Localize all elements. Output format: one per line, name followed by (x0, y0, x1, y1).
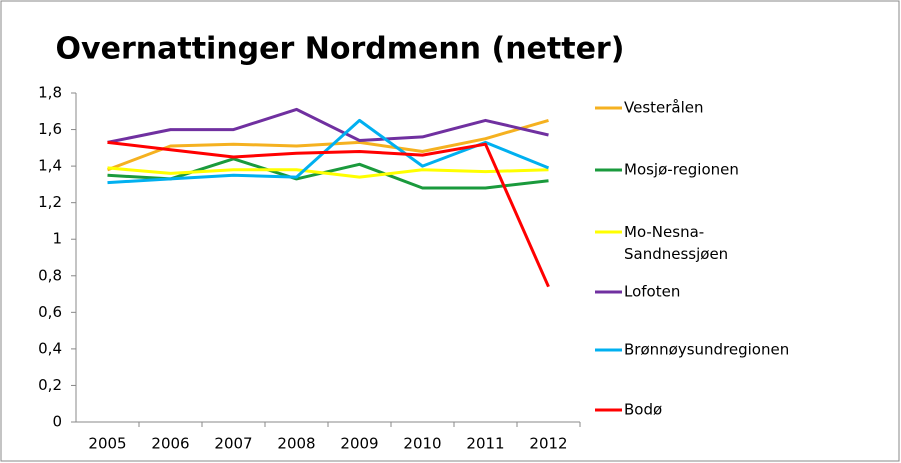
chart-title: Overnattinger Nordmenn (netter) (56, 32, 625, 67)
y-tick-label: 1,4 (38, 157, 62, 175)
x-tick-label: 2008 (277, 435, 315, 453)
series-line (107, 157, 549, 190)
x-tick-label: 2011 (466, 435, 504, 453)
x-tick-label: 2006 (151, 435, 189, 453)
y-tick-label: 0,4 (38, 339, 62, 357)
x-tick-label: 2010 (403, 435, 441, 453)
y-tick-label: 0 (52, 413, 62, 431)
y-tick-label: 0,8 (38, 266, 62, 284)
y-tick-label: 1 (52, 230, 62, 248)
series-line (107, 140, 550, 288)
x-tick-label: 2007 (214, 435, 252, 453)
legend-label: Bodø (624, 401, 662, 419)
legend-label: Vesterålen (624, 99, 704, 117)
y-tick-label: 1,2 (38, 193, 62, 211)
x-tick-label: 2009 (340, 435, 378, 453)
legend-label: Lofoten (624, 283, 680, 301)
series-line (106, 118, 549, 172)
y-tick-label: 1,6 (38, 120, 62, 138)
legend-label: Brønnøysundregionen (624, 341, 789, 359)
x-tick-label: 2005 (88, 435, 126, 453)
y-tick-label: 0,6 (38, 303, 62, 321)
series-line (107, 107, 549, 144)
y-tick-label: 0,2 (38, 376, 62, 394)
series-line (107, 166, 549, 179)
x-tick-label: 2012 (529, 435, 567, 453)
legend-label: Mo-Nesna-Sandnessjøen (624, 223, 728, 263)
y-tick-label: 1,8 (38, 84, 62, 102)
legend-label: Mosjø-regionen (624, 161, 739, 179)
